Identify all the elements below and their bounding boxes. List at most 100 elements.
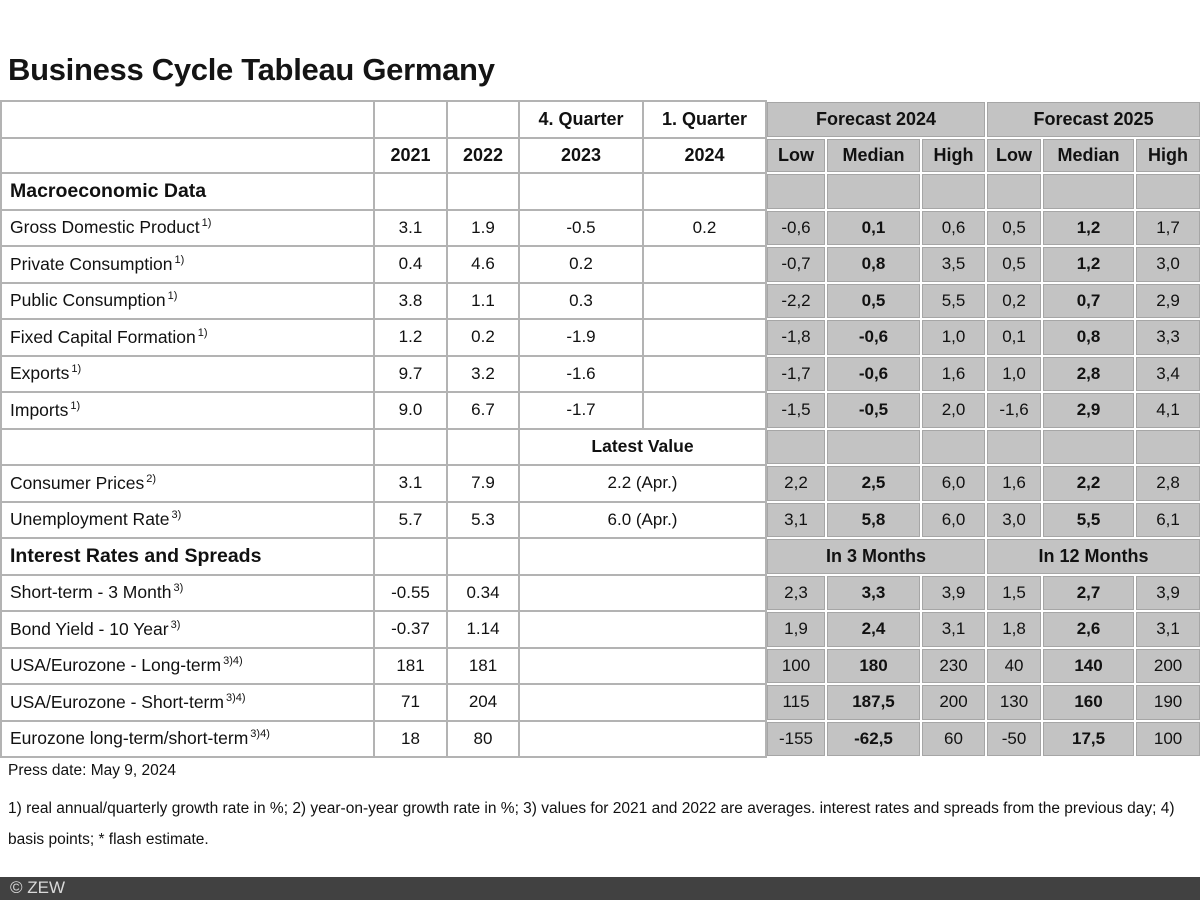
value-cell: 0.4 — [373, 245, 448, 284]
row-label: Consumer Prices 2) — [0, 464, 375, 503]
forecast-cell: -50 — [985, 719, 1044, 758]
business-cycle-table: 4. Quarter 1. Quarter Forecast 2024 Fore… — [0, 100, 1200, 758]
empty-cell — [1134, 172, 1200, 211]
empty-cell — [373, 100, 448, 139]
row-label: Short-term - 3 Month 3) — [0, 573, 375, 612]
value-cell: 0.2 — [446, 318, 520, 357]
row-label: Private Consumption 1) — [0, 245, 375, 284]
row-label: Bond Yield - 10 Year 3) — [0, 610, 375, 649]
forecast-cell: 3,0 — [985, 500, 1044, 539]
column-header-high-2025: High — [1134, 137, 1200, 174]
value-cell: 3.8 — [373, 281, 448, 320]
table-header-row-2: 2021 2022 2023 2024 Low Median High Low … — [0, 137, 1200, 174]
table-row: Unemployment Rate 3) 5.7 5.3 6.0 (Apr.) 3,1 5,… — [0, 500, 1200, 539]
table-row: USA/Eurozone - Long-term 3)4) 181 181 100 180… — [0, 646, 1200, 685]
empty-cell — [446, 172, 520, 211]
forecast-cell: 140 — [1041, 646, 1137, 685]
footnotes: 1) real annual/quarterly growth rate in … — [8, 800, 1175, 848]
empty-cell — [825, 427, 922, 466]
page-title: Business Cycle Tableau Germany — [8, 52, 495, 87]
footnote-marker: 1) — [174, 253, 185, 266]
footnote-marker: 3) — [170, 618, 181, 631]
forecast-cell: 1,2 — [1041, 245, 1137, 284]
table-row: Latest Value — [0, 427, 1200, 466]
forecast-cell: 40 — [985, 646, 1044, 685]
column-header-2023: 2023 — [518, 137, 644, 174]
forecast-cell: 0,1 — [985, 318, 1044, 357]
row-label: Unemployment Rate 3) — [0, 500, 375, 539]
group-header-12-months: In 12 Months — [985, 537, 1200, 576]
row-label: Fixed Capital Formation 1) — [0, 318, 375, 357]
row-label: USA/Eurozone - Long-term 3)4) — [0, 646, 375, 685]
footnote-marker: 1) — [201, 217, 212, 230]
value-cell: 1.2 — [373, 318, 448, 357]
column-header-2024: 2024 — [642, 137, 767, 174]
column-header-median-2025: Median — [1041, 137, 1137, 174]
forecast-cell: 200 — [1134, 646, 1200, 685]
forecast-cell: 100 — [765, 646, 827, 685]
forecast-cell: 190 — [1134, 683, 1200, 722]
empty-cell — [919, 172, 988, 211]
row-label: Gross Domestic Product 1) — [0, 208, 375, 247]
forecast-cell: -0,6 — [825, 354, 922, 393]
row-label: Imports 1) — [0, 391, 375, 430]
value-cell: 71 — [373, 683, 448, 722]
footnote-marker: 1) — [167, 290, 178, 303]
footnote-marker: 1) — [71, 363, 82, 376]
empty-cell — [1041, 172, 1137, 211]
latest-value-cell: 6.0 (Apr.) — [518, 500, 767, 539]
forecast-cell: 2,2 — [765, 464, 827, 503]
value-cell: -1.6 — [518, 354, 644, 393]
footnote-marker: 3)4) — [225, 691, 246, 704]
column-header-q4: 4. Quarter — [518, 100, 644, 139]
table-header-row-1: 4. Quarter 1. Quarter Forecast 2024 Fore… — [0, 100, 1200, 139]
row-label: Eurozone long-term/short-term 3)4) — [0, 719, 375, 758]
forecast-cell: -0,6 — [825, 318, 922, 357]
table-row: Fixed Capital Formation 1) 1.2 0.2 -1.9 -1,8-… — [0, 318, 1200, 357]
value-cell: -1.9 — [518, 318, 644, 357]
value-cell: 3.1 — [373, 464, 448, 503]
section-label: Interest Rates and Spreads — [0, 537, 375, 576]
empty-cell — [373, 537, 448, 576]
forecast-cell: 2,7 — [1041, 573, 1137, 612]
forecast-cell: 3,3 — [825, 573, 922, 612]
forecast-cell: 3,0 — [1134, 245, 1200, 284]
value-cell: 0.2 — [518, 245, 644, 284]
forecast-cell: 5,5 — [1041, 500, 1137, 539]
value-cell: 5.7 — [373, 500, 448, 539]
empty-cell — [518, 719, 767, 758]
table-row: Imports 1) 9.0 6.7 -1.7 -1,5 -0,5 2,0 -1,6 2,9 4,1 — [0, 391, 1200, 430]
value-cell: 9.0 — [373, 391, 448, 430]
forecast-cell: 0,8 — [1041, 318, 1137, 357]
table-row: Eurozone long-term/short-term 3)4) 18 80 -15… — [0, 719, 1200, 758]
forecast-cell: 2,0 — [919, 391, 988, 430]
row-label: Public Consumption 1) — [0, 281, 375, 320]
value-cell: 204 — [446, 683, 520, 722]
forecast-cell: 3,1 — [1134, 610, 1200, 649]
bottom-bar: © ZEW — [0, 877, 1200, 900]
forecast-cell: 230 — [919, 646, 988, 685]
forecast-cell: 6,1 — [1134, 500, 1200, 539]
value-cell: 1.14 — [446, 610, 520, 649]
latest-value-header: Latest Value — [518, 427, 767, 466]
empty-cell — [518, 610, 767, 649]
value-cell: 80 — [446, 719, 520, 758]
value-cell — [642, 281, 767, 320]
forecast-cell: 3,3 — [1134, 318, 1200, 357]
value-cell: 0.2 — [642, 208, 767, 247]
empty-cell — [765, 427, 827, 466]
empty-cell — [373, 427, 448, 466]
forecast-cell: 6,0 — [919, 464, 988, 503]
empty-cell — [825, 172, 922, 211]
value-cell: 9.7 — [373, 354, 448, 393]
value-cell: 6.7 — [446, 391, 520, 430]
table-row: Exports 1) 9.7 3.2 -1.6 -1,7 -0,6 1,6 1,0 2,8 3,4 — [0, 354, 1200, 393]
forecast-cell: 130 — [985, 683, 1044, 722]
forecast-cell: 1,0 — [985, 354, 1044, 393]
value-cell: 4.6 — [446, 245, 520, 284]
copyright-label: © ZEW — [10, 878, 66, 897]
forecast-cell: 3,4 — [1134, 354, 1200, 393]
forecast-cell: 2,5 — [825, 464, 922, 503]
column-header-2021: 2021 — [373, 137, 448, 174]
group-header-forecast-2025: Forecast 2025 — [985, 100, 1200, 139]
